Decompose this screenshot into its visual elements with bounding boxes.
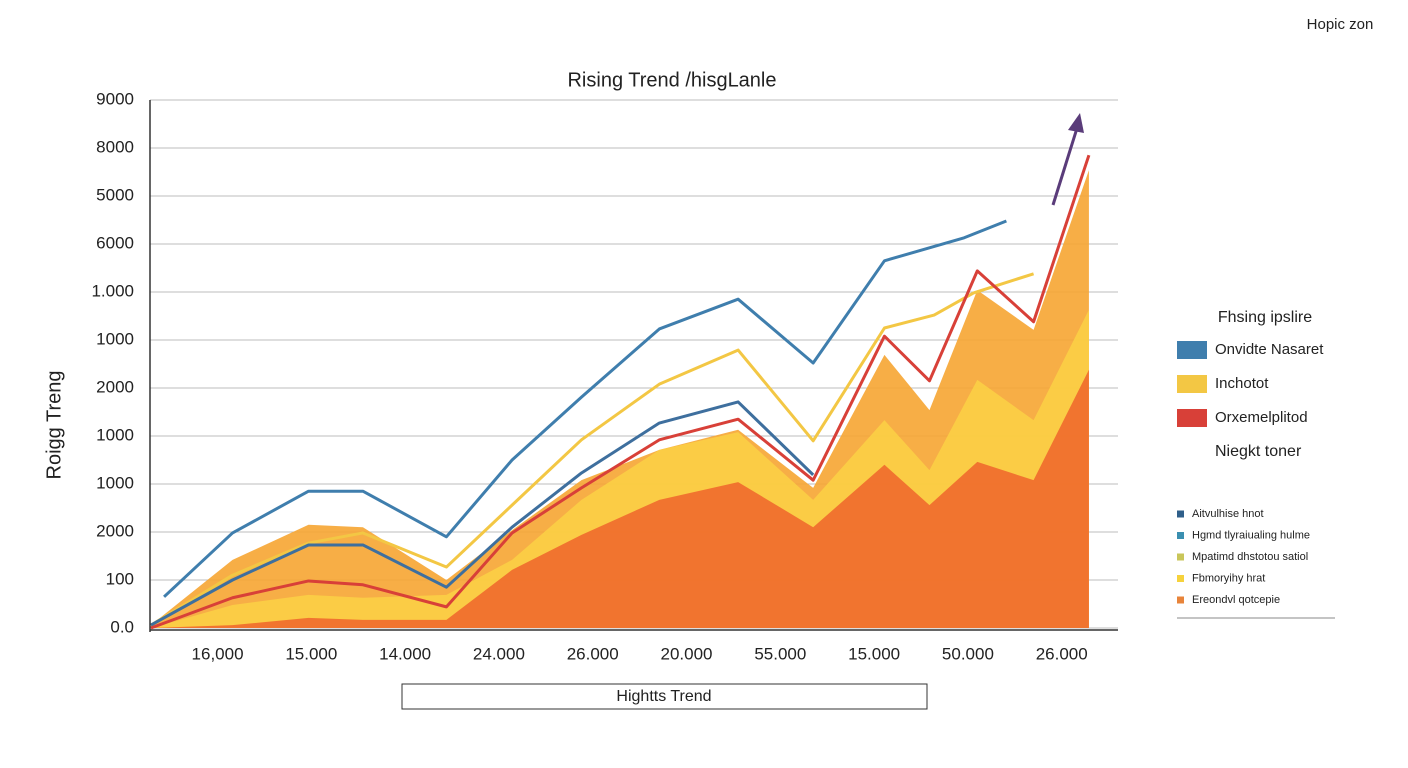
legend2-swatch [1177,596,1184,604]
y-axis-label: Roigg Treng [43,371,65,480]
x-tick-label: 26.000 [1036,644,1088,663]
legend-label: Inchotot [1215,375,1269,392]
legend2-label: Aitvulhise hnot [1192,508,1264,520]
trend-arrow-head [1068,113,1084,133]
x-tick-label: 16,000 [192,644,244,663]
y-tick-label: 2000 [96,377,134,396]
line [163,219,1007,598]
legend2-swatch [1177,575,1184,582]
x-tick-label: 55.000 [754,644,806,663]
x-tick-label: 26.000 [567,644,619,663]
y-tick-label: 5000 [96,185,134,204]
x-tick-label: 15.000 [285,644,337,663]
x-tick-label: 15.000 [848,644,900,663]
legend-note: Niegkt toner [1215,443,1302,460]
trend-arrow [1051,124,1080,206]
y-tick-label: 1000 [96,329,134,348]
y-tick-label: 1000 [96,425,134,444]
legend2-swatch [1177,553,1184,561]
legend-swatch [1177,341,1207,359]
y-tick-label: 8000 [96,137,134,156]
line [150,400,815,627]
y-tick-label: 6000 [96,233,134,252]
x-label-box [401,683,928,710]
y-tick-label: 1000 [96,473,134,492]
legend-label: Orxemelplitod [1215,409,1308,426]
legend2-swatch [1177,532,1184,539]
legend2-label: Fbmoryihy hrat [1192,572,1265,584]
x-tick-label: 20.000 [661,644,713,663]
legend-title: Fhsing ipslire [1218,309,1312,326]
corner-label: Hopic zon [1307,16,1374,33]
legend-label: Onvidte Nasaret [1215,341,1324,358]
y-tick-label: 1.000 [91,281,134,300]
line [150,272,1035,627]
legend2-swatch [1177,510,1184,518]
x-tick-label: 14.000 [379,644,431,663]
legend2-label: Ereondvl qotcepie [1192,594,1280,606]
y-tick-label: 0.0 [110,617,134,636]
legend-swatch [1177,409,1207,427]
legend-swatch [1177,375,1207,393]
x-tick-label: 24.000 [473,644,525,663]
y-tick-label: 100 [106,569,134,588]
line [150,154,1091,630]
legend2-label: Hgmd tlyraiualing hulme [1192,529,1310,541]
y-tick-label: 9000 [96,89,134,108]
area [150,369,1089,628]
y-tick-label: 2000 [96,521,134,540]
legend2-label: Mpatimd dhstotou satiol [1192,551,1308,563]
chart-title: Rising Trend /hisgLanle [567,69,776,91]
x-tick-label: 50.000 [942,644,994,663]
x-axis-label: Hightts Trend [616,688,711,705]
